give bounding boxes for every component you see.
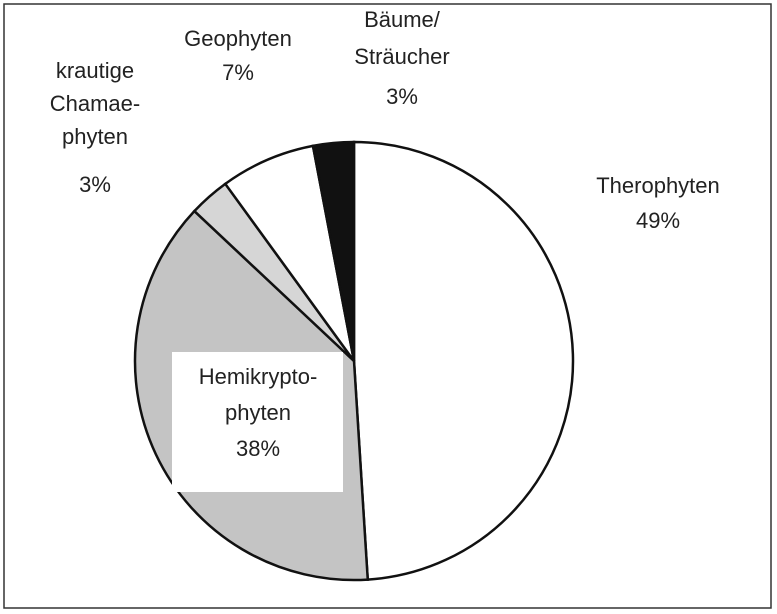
value-label: 3% xyxy=(79,172,111,197)
slice xyxy=(352,140,575,581)
slice-label: Sträucher xyxy=(354,44,449,69)
slice-label: Therophyten xyxy=(596,173,720,198)
slice-label: krautige xyxy=(56,58,134,83)
value-label: 38% xyxy=(236,436,280,461)
slice xyxy=(311,140,356,362)
value-label: 49% xyxy=(636,208,680,233)
slice-label: phyten xyxy=(62,124,128,149)
labels: Therophyten 49% Hemikrypto-phyten 38% krauti… xyxy=(50,7,720,492)
label-box xyxy=(172,352,343,492)
slice-label: Geophyten xyxy=(184,26,292,51)
slice-label: phyten xyxy=(225,400,291,425)
value-label: 3% xyxy=(386,84,418,109)
slice-label: Bäume/ xyxy=(364,7,441,32)
pie xyxy=(133,140,575,582)
slice-label: Hemikrypto- xyxy=(199,364,318,389)
slice-label: Chamae- xyxy=(50,91,140,116)
value-label: 7% xyxy=(222,60,254,85)
